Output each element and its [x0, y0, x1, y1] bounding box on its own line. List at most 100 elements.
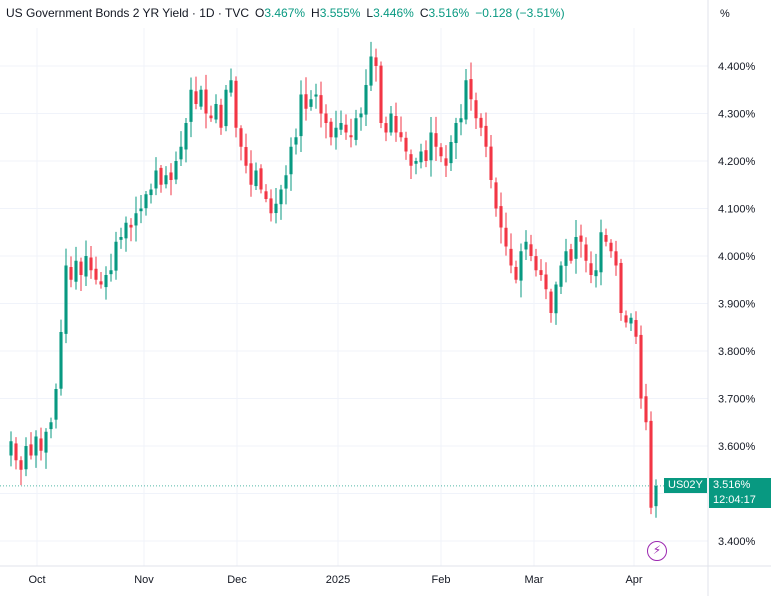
candle-body — [629, 317, 633, 324]
x-tick-label: Feb — [432, 574, 451, 586]
candle-body — [594, 270, 598, 277]
lightning-alert-icon[interactable]: ⚡ — [647, 541, 667, 561]
candle-body — [124, 222, 128, 239]
candle-body — [119, 237, 123, 240]
candle-body — [384, 123, 388, 133]
candle-body — [399, 132, 403, 138]
candle-body — [309, 99, 313, 107]
candle-body — [104, 275, 108, 288]
candle-body — [449, 142, 453, 164]
candles — [9, 41, 658, 518]
candle-body — [584, 244, 588, 261]
instrument-title: US Government Bonds 2 YR Yield · 1D · TV… — [6, 6, 249, 20]
candle-body — [134, 213, 138, 226]
candle-body — [259, 168, 263, 190]
candle-body — [284, 175, 288, 189]
y-tick-label: 4.300% — [718, 109, 756, 121]
y-tick-label: 4.000% — [718, 251, 756, 263]
candle-body — [424, 150, 428, 161]
candle-body — [144, 194, 148, 209]
candle-body — [249, 163, 253, 185]
candle-body — [219, 104, 223, 128]
candle-body — [209, 115, 213, 119]
candle-body — [644, 396, 648, 423]
candle-body — [344, 124, 348, 133]
candle-body — [479, 117, 483, 128]
last-price-tag: 3.516% — [709, 477, 771, 493]
candle-body — [639, 334, 643, 399]
candle-body — [139, 208, 143, 212]
candle-body — [504, 227, 508, 247]
candle-body — [369, 56, 373, 86]
y-tick-label: 4.400% — [718, 61, 756, 73]
candle-body — [574, 237, 578, 259]
candle-body — [304, 94, 308, 109]
candle-body — [389, 113, 393, 133]
candle-body — [524, 241, 528, 250]
candle-body — [619, 262, 623, 313]
candle-body — [509, 248, 513, 266]
candle-body — [129, 224, 133, 228]
candle-body — [569, 249, 573, 261]
candle-body — [429, 132, 433, 161]
x-tick-label: 2025 — [326, 574, 350, 586]
candle-body — [464, 80, 468, 120]
candle-body — [204, 89, 208, 114]
candle-body — [519, 251, 523, 281]
open-value: O3.467% — [255, 6, 306, 20]
candle-body — [89, 257, 93, 271]
candle-body — [99, 281, 103, 285]
candle-body — [199, 89, 203, 107]
price-scale-unit[interactable]: % — [720, 8, 730, 20]
candle-body — [264, 191, 268, 199]
candle-body — [24, 446, 28, 470]
candle-body — [439, 147, 443, 157]
candle-body — [599, 232, 603, 273]
candle-body — [539, 270, 543, 275]
candle-body — [59, 332, 63, 389]
y-tick-label: 3.800% — [718, 346, 756, 358]
candle-body — [74, 260, 78, 282]
candle-body — [224, 89, 228, 127]
candle-body — [544, 274, 548, 290]
candle-body — [189, 89, 193, 122]
candle-body — [294, 137, 298, 145]
candle-body — [314, 94, 318, 97]
candle-body — [409, 154, 413, 166]
candle-body — [164, 175, 168, 185]
candle-body — [499, 206, 503, 228]
candle-body — [634, 320, 638, 337]
candle-body — [319, 95, 323, 114]
candle-body — [324, 113, 328, 123]
candle-body — [174, 161, 178, 180]
x-tick-label: Apr — [625, 574, 642, 586]
candle-body — [239, 128, 243, 147]
candle-body — [289, 146, 293, 175]
candle-body — [169, 172, 173, 180]
candle-body — [434, 133, 438, 147]
candle-body — [244, 147, 248, 166]
y-tick-label: 3.700% — [718, 394, 756, 406]
candle-body — [194, 91, 198, 104]
candle-body — [529, 244, 533, 256]
candle-body — [364, 85, 368, 115]
candle-body — [454, 123, 458, 144]
candle-body — [534, 256, 538, 271]
candle-body — [469, 79, 473, 100]
candle-body — [214, 104, 218, 120]
candle-body — [604, 235, 608, 242]
countdown-tag: 12:04:17 — [709, 492, 771, 508]
candle-body — [559, 265, 563, 287]
high-value: H3.555% — [311, 6, 361, 20]
candle-body — [159, 167, 163, 185]
candle-body — [474, 100, 478, 119]
candle-body — [44, 431, 48, 453]
candle-body — [14, 443, 18, 461]
x-tick-label: Dec — [227, 574, 247, 586]
candle-body — [514, 266, 518, 280]
candle-body — [49, 422, 53, 430]
candle-body — [549, 291, 553, 313]
candle-body — [274, 203, 278, 214]
